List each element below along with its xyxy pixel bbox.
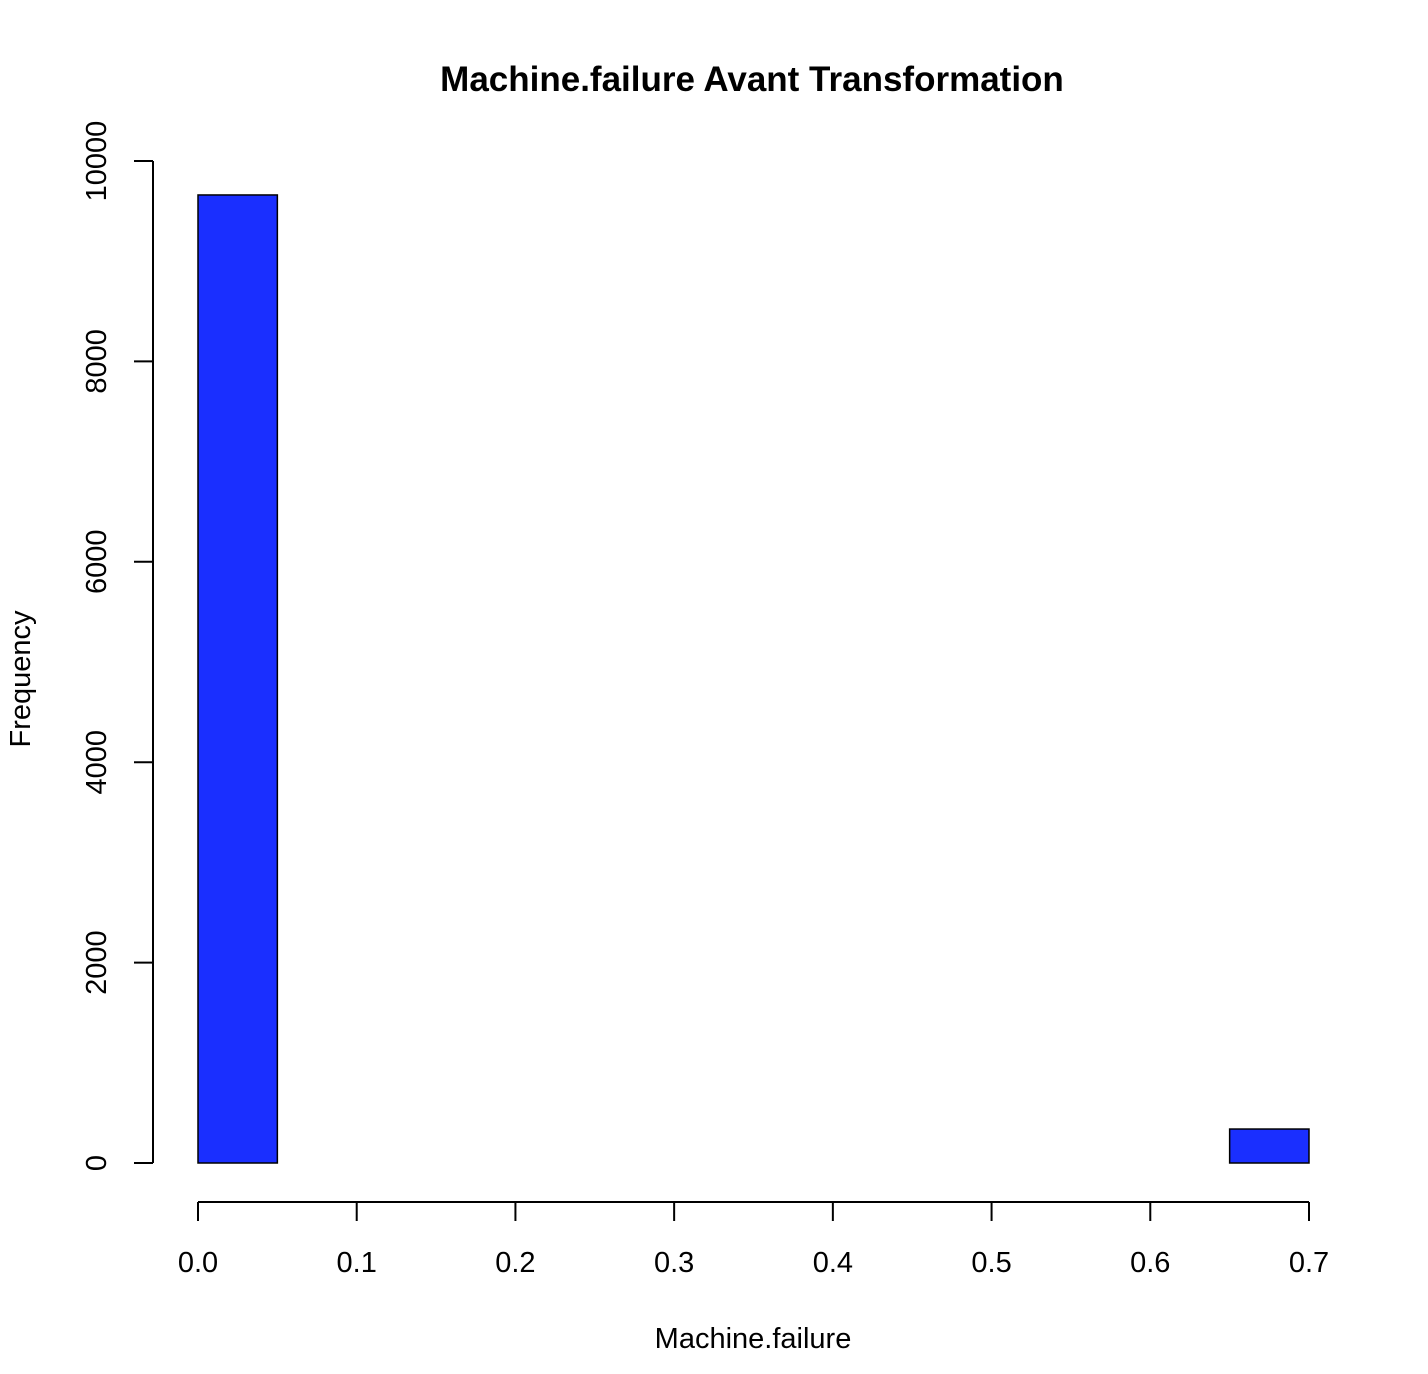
chart-title: Machine.failure Avant Transformation xyxy=(440,60,1064,99)
x-tick-label-7: 0.7 xyxy=(1289,1247,1329,1279)
y-tick-label-1: 2000 xyxy=(81,930,113,995)
x-axis: 0.0 0.1 0.2 0.3 0.4 0.5 0.6 0.7 xyxy=(178,1201,1329,1279)
x-tick-label-2: 0.2 xyxy=(495,1247,535,1279)
y-tick-label-0: 0 xyxy=(81,1155,113,1171)
x-tick-label-4: 0.4 xyxy=(813,1247,853,1279)
x-tick-label-6: 0.6 xyxy=(1130,1247,1170,1279)
y-axis-label: Frequency xyxy=(5,610,37,748)
x-tick-label-1: 0.1 xyxy=(337,1247,377,1279)
y-tick-label-3: 6000 xyxy=(81,530,113,595)
y-tick-label-2: 4000 xyxy=(81,730,113,795)
y-tick-label-5: 10000 xyxy=(81,121,113,202)
x-tick-label-5: 0.5 xyxy=(971,1247,1011,1279)
histogram-bar-0 xyxy=(197,194,279,1164)
x-tick-label-3: 0.3 xyxy=(654,1247,694,1279)
x-axis-label: Machine.failure xyxy=(655,1323,852,1355)
histogram-bars xyxy=(197,194,1310,1164)
histogram-bar-13 xyxy=(1228,1128,1310,1164)
y-axis: 0 2000 4000 6000 8000 10000 xyxy=(81,121,154,1171)
x-tick-label-0: 0.0 xyxy=(178,1247,218,1279)
y-tick-label-4: 8000 xyxy=(81,329,113,394)
